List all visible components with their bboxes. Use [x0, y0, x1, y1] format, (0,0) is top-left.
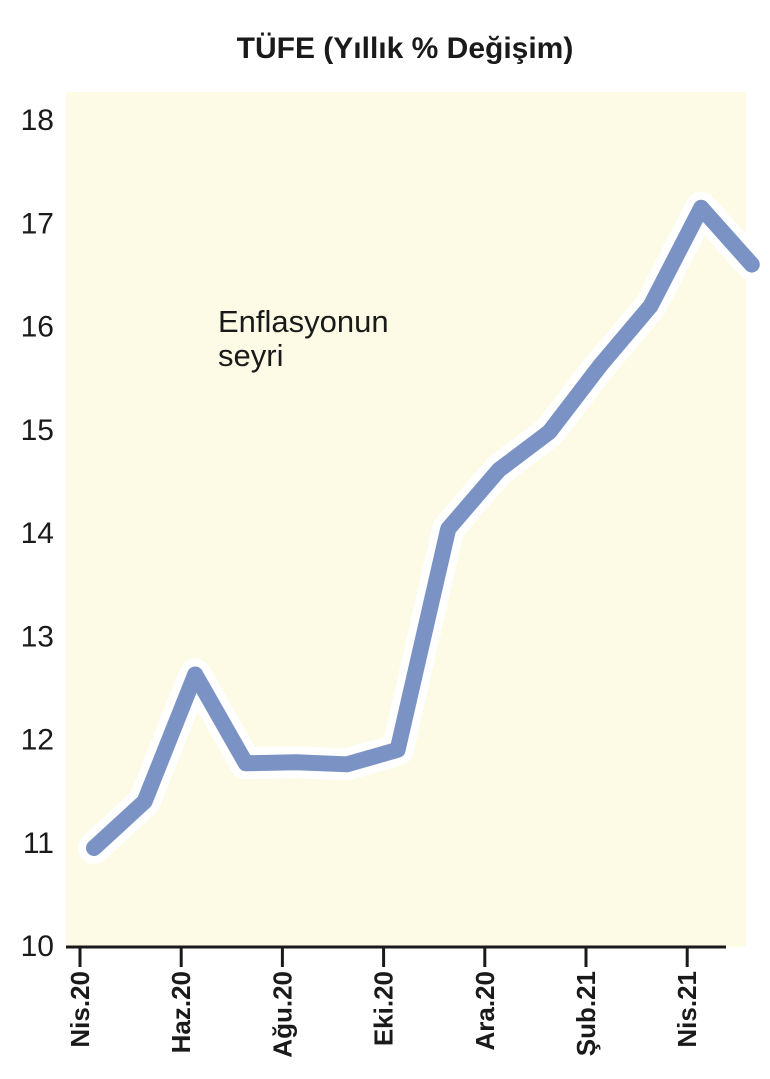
- x-tick-label: Nis.20: [65, 971, 95, 1048]
- y-tick-label: 13: [21, 620, 54, 653]
- x-tick-label: Nis.21: [672, 971, 702, 1048]
- y-tick-label: 14: [21, 517, 54, 550]
- y-tick-label: 11: [23, 827, 54, 860]
- data-point: [695, 201, 708, 214]
- data-point: [189, 668, 202, 681]
- plot-area: [66, 92, 746, 947]
- y-tick-label: 10: [21, 930, 54, 963]
- data-point: [391, 743, 404, 756]
- x-tick-label: Ara.20: [470, 971, 500, 1051]
- annotation: Enflasyonun seyri: [218, 304, 397, 373]
- series-line: [86, 199, 760, 856]
- data-point: [745, 258, 758, 271]
- series-line-group: [78, 191, 768, 864]
- x-tick-label: Ağu.20: [267, 971, 297, 1058]
- x-tick-label: Haz.20: [166, 971, 196, 1053]
- data-point: [290, 756, 303, 769]
- x-tick-label: Şub.21: [571, 971, 601, 1056]
- data-point: [594, 359, 606, 372]
- y-tick-label: 17: [21, 207, 54, 240]
- y-tick-label: 16: [21, 311, 54, 344]
- annotation-line-2: seyri: [218, 338, 283, 373]
- data-point: [543, 425, 556, 438]
- annotation-line-1: Enflasyonun: [218, 304, 389, 339]
- chart-title: TÜFE (Yıllık % Değişim): [237, 32, 574, 65]
- y-tick-label: 12: [21, 724, 54, 757]
- x-axis-ticks: Nis.20 Haz.20 Ağu.20 Eki.20 Ara.20 Şub.21 Nis.…: [65, 947, 702, 1058]
- y-axis: 10 11 12 13 14 15 16 17 18: [21, 104, 54, 963]
- data-point: [341, 758, 353, 771]
- data-point: [644, 299, 657, 312]
- y-tick-label: 18: [21, 104, 54, 137]
- data-point: [138, 795, 151, 808]
- data-point: [88, 841, 100, 854]
- data-point: [492, 464, 505, 477]
- data-point: [442, 522, 455, 535]
- y-tick-label: 15: [21, 414, 54, 447]
- data-point: [239, 757, 252, 770]
- x-tick-label: Eki.20: [369, 971, 399, 1046]
